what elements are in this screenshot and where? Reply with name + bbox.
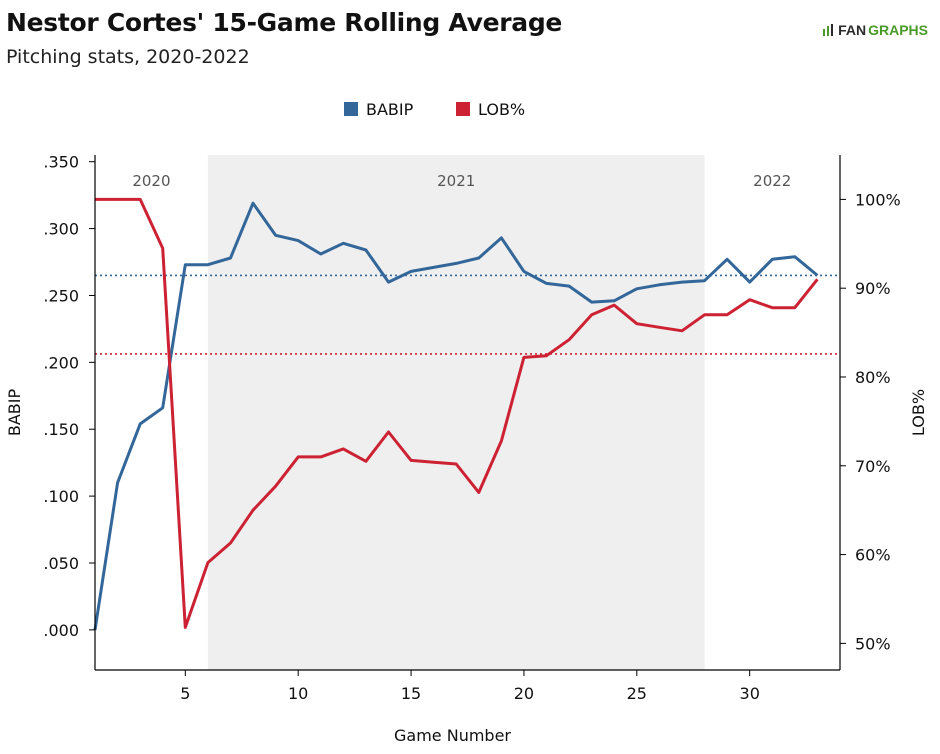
legend-swatch-lob [456, 102, 470, 116]
chart-title: Nestor Cortes' 15-Game Rolling Average [6, 8, 563, 37]
left-y-tick-label: .150 [43, 420, 79, 439]
left-y-tick-label: .050 [43, 554, 79, 573]
right-y-tick-label: 90% [855, 279, 891, 298]
right-axis-title: LOB% [909, 389, 928, 436]
fangraphs-logo-icon [823, 24, 834, 36]
left-y-tick-label: .200 [43, 353, 79, 372]
season-label-2021: 2021 [437, 172, 475, 190]
season-label-2020: 2020 [132, 172, 170, 190]
x-tick-label: 25 [627, 684, 647, 703]
legend-swatch-babip [344, 102, 358, 116]
left-axis-title: BABIP [5, 389, 24, 437]
season-label-2022: 2022 [753, 172, 791, 190]
right-y-tick-label: 60% [855, 546, 891, 565]
x-tick-label: 5 [180, 684, 190, 703]
legend-label-lob: LOB% [478, 100, 525, 119]
x-tick-label: 10 [288, 684, 308, 703]
right-y-tick-label: 50% [855, 634, 891, 653]
left-y-tick-label: .300 [43, 220, 79, 239]
right-y-tick-label: 80% [855, 368, 891, 387]
season-band-2021 [207, 155, 705, 670]
x-axis-title: Game Number [394, 726, 511, 745]
x-tick-label: 30 [740, 684, 760, 703]
left-y-tick-label: .350 [43, 153, 79, 172]
left-y-tick-label: .100 [43, 487, 79, 506]
fangraphs-logo-text-graphs: GRAPHS [868, 22, 928, 38]
fangraphs-logo-text-fan: FAN [838, 22, 867, 38]
legend-label-babip: BABIP [366, 100, 414, 119]
fangraphs-logo: FAN GRAPHS [822, 22, 928, 38]
left-y-tick-label: .000 [43, 621, 79, 640]
x-tick-label: 15 [401, 684, 421, 703]
right-y-tick-label: 70% [855, 457, 891, 476]
right-y-tick-label: 100% [855, 190, 901, 209]
left-y-tick-label: .250 [43, 286, 79, 305]
series-line-lob [95, 197, 819, 629]
series-line-babip [93, 201, 819, 631]
chart-subtitle: Pitching stats, 2020-2022 [6, 46, 250, 68]
x-tick-label: 20 [514, 684, 534, 703]
